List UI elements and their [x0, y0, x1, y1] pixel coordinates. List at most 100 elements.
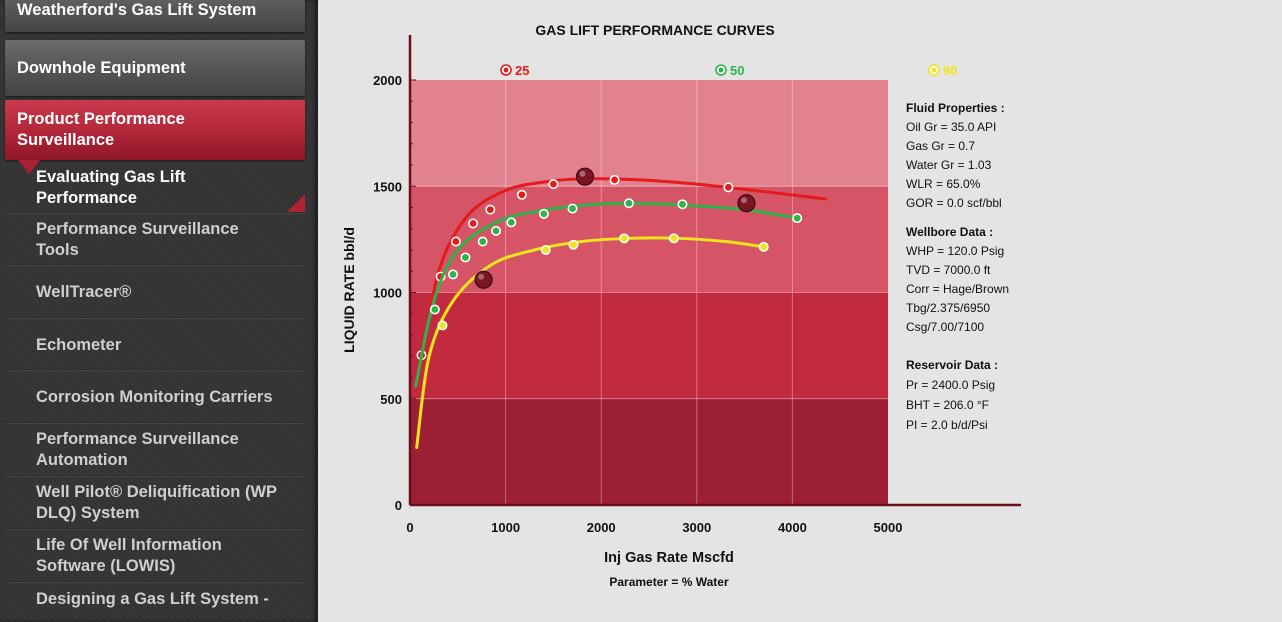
legend-marker-dot-50 [718, 67, 724, 73]
active-section-pointer-icon [18, 160, 40, 174]
subitem-well-pilot-deliquification[interactable]: Well Pilot® Deliquification (WP DLQ) Sys… [5, 477, 305, 529]
property-line: Oil Gr = 35.0 API [906, 120, 996, 134]
subitem-performance-surveillance-tools[interactable]: Performance Surveillance Tools [5, 215, 305, 265]
property-line: Gas Gr = 0.7 [906, 139, 975, 153]
active-item-corner-icon [287, 194, 305, 212]
subitem-echometer[interactable]: Echometer [5, 320, 305, 370]
operating-point-marker [737, 194, 756, 213]
series-line-50 [414, 201, 799, 388]
legend-marker-dot-25 [503, 67, 509, 73]
divider [5, 528, 305, 530]
data-point-25 [468, 218, 479, 229]
chart-legend: 25 50 90 [500, 63, 957, 78]
divider [5, 581, 305, 583]
parameter-label: Parameter = % Water [609, 575, 729, 589]
chart-band [410, 398, 888, 505]
operating-point-shine [478, 273, 485, 280]
subitem-performance-surveillance-automation[interactable]: Performance Surveillance Automation [5, 424, 305, 476]
y-tick-label: 1500 [373, 179, 402, 194]
sidebar-item-product-performance-surveillance[interactable]: Product Performance Surveillance [5, 100, 305, 160]
fluid-properties-heading: Fluid Properties : [906, 101, 1005, 115]
sidebar-item-label: Product Performance Surveillance [17, 110, 185, 149]
property-line: Csg/7.00/7100 [906, 320, 984, 334]
data-point-50 [429, 304, 440, 315]
data-point-25 [723, 182, 734, 193]
data-point-50 [477, 236, 488, 247]
property-line: GOR = 0.0 scf/bbl [906, 196, 1002, 210]
sidebar-item-label: Downhole Equipment [17, 58, 186, 77]
chart-band [410, 80, 888, 187]
property-line: Water Gr = 1.03 [906, 158, 992, 172]
subitem-life-of-well-information-software[interactable]: Life Of Well Information Software (LOWIS… [5, 530, 305, 582]
x-tick-label: 1000 [491, 520, 520, 535]
data-point-50 [460, 252, 471, 263]
x-tick-label: 4000 [778, 520, 807, 535]
sidebar-nav: Weatherford's Gas Lift System Downhole E… [0, 0, 318, 622]
gas-lift-performance-chart: 0 500 1000 1500 2000 0 1000 2000 3000 4000 5000 25… [341, 22, 1021, 589]
subitem-label: Corrosion Monitoring Carriers [36, 387, 273, 406]
x-tick-label: 3000 [682, 520, 711, 535]
property-line: Pr = 2400.0 Psig [906, 378, 995, 392]
data-point-50 [491, 225, 502, 236]
subitem-label: Well Pilot® Deliquification (WP DLQ) Sys… [36, 483, 277, 522]
property-line: TVD = 7000.0 ft [906, 263, 991, 277]
subitem-label: WellTracer® [36, 282, 132, 301]
data-point-25 [609, 174, 620, 185]
legend-marker-dot-90 [931, 67, 937, 73]
data-point-90 [668, 233, 679, 244]
y-axis-label: LIQUID RATE bbl/d [341, 227, 357, 353]
divider [5, 264, 305, 266]
subitem-evaluating-gas-lift-performance[interactable]: Evaluating Gas Lift Performance [5, 163, 305, 213]
sidebar-item-label: Weatherford's Gas Lift System [17, 0, 257, 19]
fluid-properties-panel: Fluid Properties : Oil Gr = 35.0 API Gas… [906, 101, 1005, 210]
wellbore-data-heading: Wellbore Data : [906, 225, 993, 239]
data-point-25 [450, 236, 461, 247]
property-line: WLR = 65.0% [906, 177, 981, 191]
subitem-welltracer[interactable]: WellTracer® [5, 267, 305, 317]
divider [5, 475, 305, 477]
data-point-50 [538, 208, 549, 219]
divider [5, 317, 305, 319]
subitem-label: Life Of Well Information Software (LOWIS… [36, 536, 222, 575]
operating-point-marker [575, 167, 595, 186]
legend-label-90: 90 [943, 63, 957, 78]
data-point-50 [448, 269, 459, 280]
chart-highlight-points [474, 167, 756, 289]
property-line: Tbg/2.375/6950 [906, 301, 990, 315]
subitem-corrosion-monitoring-carriers[interactable]: Corrosion Monitoring Carriers [5, 372, 305, 422]
wellbore-data-panel: Wellbore Data : WHP = 120.0 Psig TVD = 7… [906, 225, 1009, 334]
chart-gridlines [410, 80, 888, 505]
subitem-label: Performance Surveillance Tools [36, 220, 239, 259]
chart-band [410, 292, 888, 399]
y-tick-label: 2000 [373, 73, 402, 88]
data-point-50 [677, 199, 688, 210]
divider [5, 422, 305, 424]
subitem-designing-gas-lift-system[interactable]: Designing a Gas Lift System - [5, 584, 305, 614]
data-point-90 [758, 241, 769, 252]
sidebar-item-gas-lift-system[interactable]: Weatherford's Gas Lift System [5, 0, 305, 32]
x-tick-label: 0 [406, 520, 413, 535]
data-point-90 [540, 245, 551, 256]
legend-label-50: 50 [730, 63, 744, 78]
data-point-50 [792, 213, 803, 224]
property-line: Corr = Hage/Brown [906, 282, 1009, 296]
subitem-label: Designing a Gas Lift System - [36, 589, 269, 608]
data-point-90 [437, 320, 448, 331]
chart-series [414, 174, 828, 450]
x-axis-label: Inj Gas Rate Mscfd [604, 550, 734, 566]
y-tick-label: 0 [395, 498, 402, 513]
property-line: BHT = 206.0 °F [906, 398, 989, 412]
data-point-25 [485, 204, 496, 215]
data-point-50 [567, 203, 578, 214]
legend-label-25: 25 [515, 63, 529, 78]
data-point-25 [548, 179, 559, 190]
chart-axes: 0 500 1000 1500 2000 0 1000 2000 3000 4000 5000 [373, 35, 1021, 535]
data-point-50 [506, 217, 517, 228]
sidebar-item-downhole-equipment[interactable]: Downhole Equipment [5, 40, 305, 96]
divider [5, 369, 305, 371]
reservoir-data-heading: Reservoir Data : [906, 358, 998, 372]
data-point-50 [623, 198, 634, 209]
x-tick-label: 2000 [587, 520, 616, 535]
chart-title: GAS LIFT PERFORMANCE CURVES [535, 22, 774, 38]
reservoir-data-panel: Reservoir Data : Pr = 2400.0 Psig BHT = … [906, 358, 998, 432]
